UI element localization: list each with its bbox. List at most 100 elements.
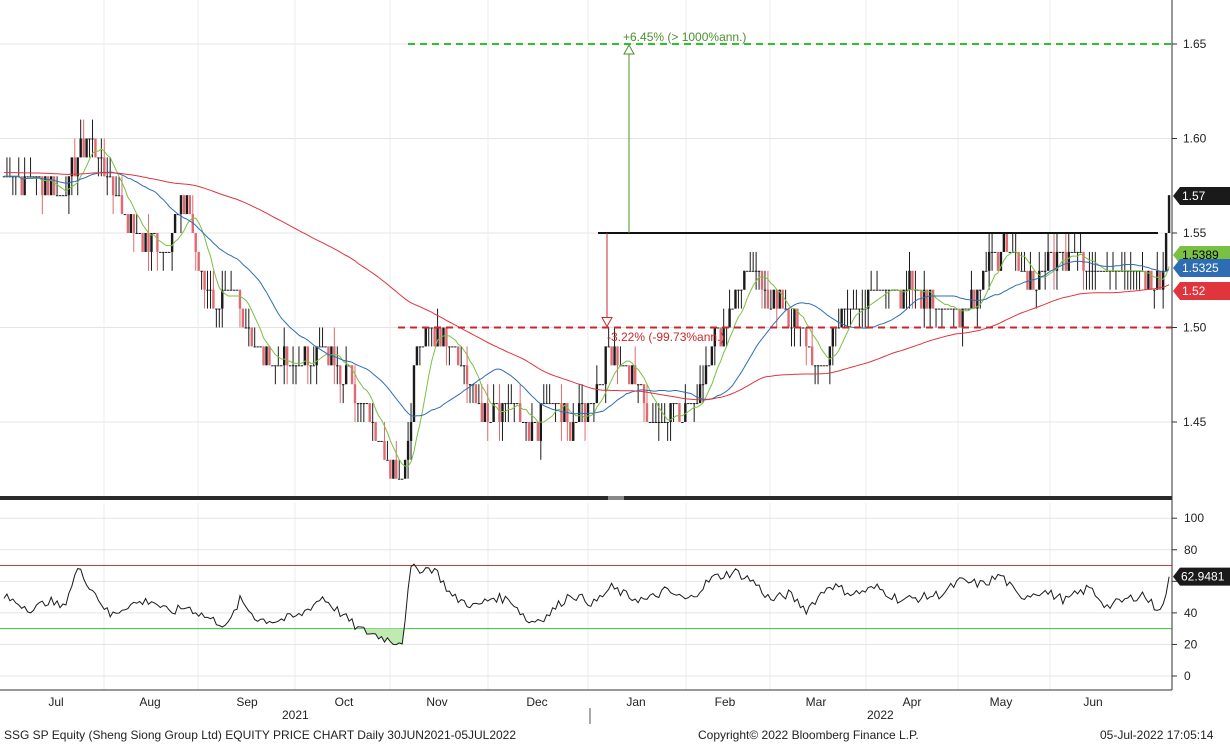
candle-body [1064, 251, 1068, 271]
candle-body [203, 270, 206, 290]
candle-body [1043, 270, 1047, 272]
candle-body [403, 459, 407, 479]
candle-body [336, 365, 339, 367]
candle-body [1085, 270, 1088, 272]
candle-body [899, 289, 902, 309]
candle-body [984, 270, 988, 272]
candle-body [731, 308, 734, 310]
candle-body [312, 365, 315, 367]
candle-body [601, 384, 604, 386]
candle-body [858, 308, 861, 310]
candle-body [1061, 251, 1065, 253]
month-label-dec: Dec [526, 695, 547, 709]
candle-body [958, 308, 961, 328]
candle-body [371, 422, 374, 423]
candle-body [701, 384, 705, 386]
candle-body [418, 346, 422, 348]
candle-body [754, 270, 758, 272]
candle-body [1097, 270, 1100, 272]
candle-body [188, 195, 192, 215]
candle-body [215, 308, 218, 310]
candle-body [315, 346, 318, 366]
candle-body [350, 365, 354, 385]
candle-body [341, 384, 345, 386]
candle-body [1161, 270, 1165, 290]
candle-body [377, 440, 380, 442]
candle-body [144, 233, 147, 252]
candle-body [843, 308, 846, 310]
candle-body [465, 365, 469, 385]
candle-body [356, 403, 360, 405]
candle-body [433, 327, 436, 347]
candle-body [884, 289, 888, 291]
candle-body [740, 289, 743, 291]
candle-body [173, 214, 177, 233]
candle-body [569, 422, 572, 441]
rsi-oversold-fill [352, 628, 409, 645]
candle-body [1052, 251, 1056, 271]
candle-body [513, 403, 516, 405]
candle-body [666, 422, 669, 423]
candle-body [719, 327, 722, 347]
candle-body [672, 403, 675, 405]
candle-body [235, 289, 239, 291]
ma-line-fast [4, 148, 1170, 467]
candle-body [572, 422, 575, 441]
candle-body [867, 289, 870, 309]
candle-body [167, 251, 171, 253]
candle-body [527, 422, 531, 441]
candle-body [589, 403, 593, 405]
candle-body [1017, 251, 1020, 271]
candle-body [949, 308, 952, 310]
candle-body [952, 308, 955, 310]
candle-body [398, 478, 401, 480]
candle-body [430, 327, 433, 329]
candle-body [622, 365, 625, 367]
candle-body [362, 403, 366, 405]
candle-body [757, 270, 761, 272]
candle-body [931, 289, 935, 309]
candle-body [49, 176, 53, 196]
price-badge-2 [1173, 259, 1230, 277]
candle-body [392, 459, 395, 479]
candle-body [819, 365, 823, 367]
candle-body [82, 138, 85, 158]
candle-body [300, 365, 304, 367]
candle-body [85, 138, 88, 158]
candle-body [707, 365, 711, 367]
candle-body [126, 214, 130, 233]
candle-body [840, 308, 843, 328]
candle-body [869, 289, 873, 291]
candle-body [179, 195, 183, 215]
candle-body [772, 289, 776, 309]
candle-body [639, 384, 643, 386]
candle-body [327, 346, 330, 366]
month-label-may: May [990, 695, 1013, 709]
candle-body [604, 346, 607, 385]
candle-body [330, 346, 333, 366]
candle-body [468, 384, 472, 386]
candle-body [79, 138, 82, 158]
candle-body [32, 176, 35, 178]
month-label-jan: Jan [626, 695, 645, 709]
candle-body [964, 308, 967, 310]
candle-body [760, 270, 764, 290]
candle-body [306, 346, 309, 366]
candle-body [259, 346, 262, 348]
candle-body [902, 289, 905, 309]
candle-body [645, 403, 649, 422]
candle-body [162, 251, 165, 253]
candle-body [692, 403, 696, 405]
candle-body [923, 289, 926, 309]
downside-annotation: -3.22% (-99.73%ann.) [607, 330, 724, 344]
candle-body [1102, 270, 1106, 272]
candles-group [2, 119, 1171, 480]
price-badge-label-0: 1.57 [1182, 189, 1206, 203]
candle-body [669, 403, 672, 422]
candle-body [976, 289, 979, 309]
candle-body [510, 403, 513, 405]
candle-body [232, 289, 236, 291]
candle-body [150, 233, 153, 252]
price-axis-label-2: 1.55 [1183, 226, 1207, 240]
candle-body [250, 327, 253, 347]
